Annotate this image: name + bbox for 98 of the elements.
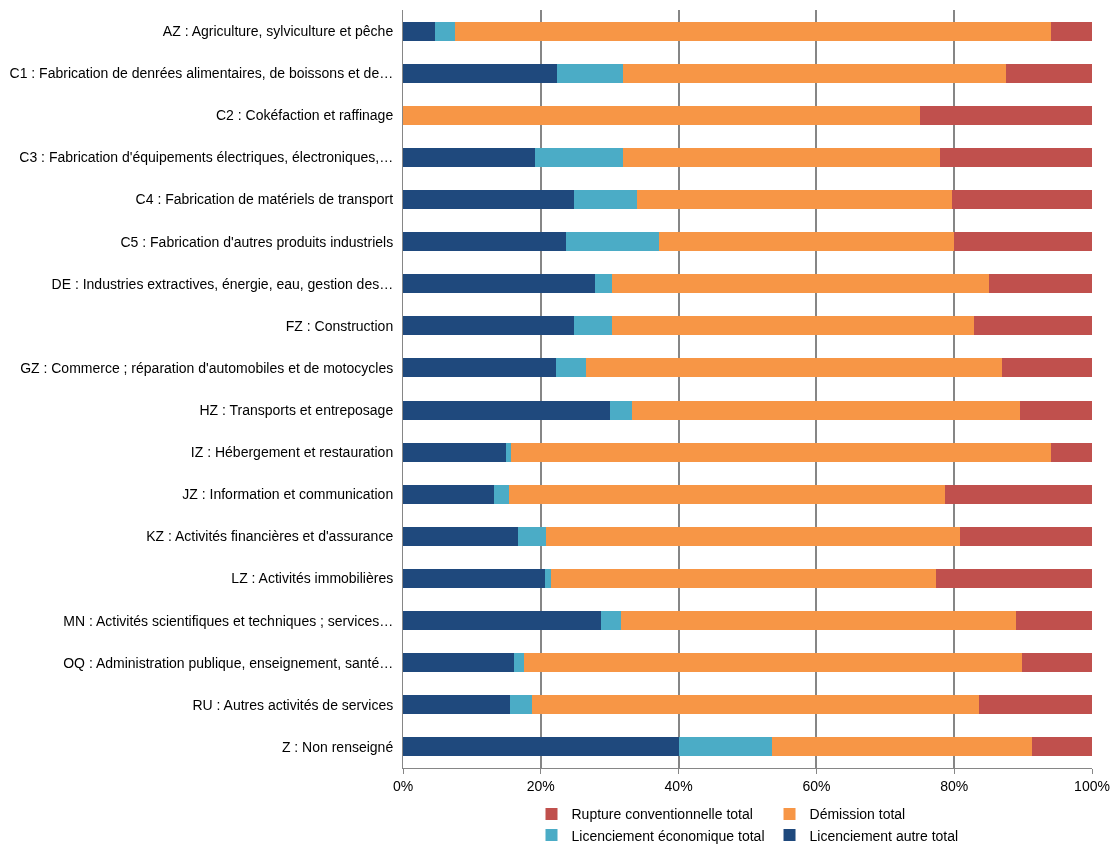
bar (600, 611, 621, 631)
bar (623, 63, 1006, 83)
bar (988, 274, 1092, 294)
bar (1051, 21, 1092, 41)
bar (534, 147, 624, 167)
y-tick-label: IZ : Hébergement et restauration (190, 444, 394, 461)
y-tick-label: C3 : Fabrication d'équipements électriques, électroniques,… (19, 149, 394, 166)
y-tick-label: C1 : Fabrication de denrées alimentaires, de boissons et de… (9, 65, 394, 82)
y-tick-label: FZ : Construction (285, 317, 394, 334)
bar (1001, 358, 1092, 378)
bar (531, 695, 979, 715)
bar (509, 484, 945, 504)
bar (546, 526, 960, 546)
bar (1016, 611, 1092, 631)
bar (403, 400, 611, 420)
legend-label: Licenciement économique total (571, 827, 765, 844)
bar (403, 526, 519, 546)
bar (403, 737, 679, 757)
bar (403, 611, 601, 631)
x-tick-label: 100% (1074, 777, 1110, 794)
bar (632, 400, 1020, 420)
bar (979, 695, 1092, 715)
bar (403, 358, 556, 378)
bar (952, 190, 1092, 209)
bar (403, 316, 574, 336)
bar (610, 400, 633, 420)
y-tick-label: DE : Industries extractives, énergie, eau, gestion des… (51, 275, 394, 292)
bar (611, 316, 975, 336)
bar (403, 695, 511, 715)
bar (954, 232, 1092, 252)
bar (555, 358, 587, 378)
bar (403, 63, 557, 83)
legend-label: Rupture conventionnelle total (571, 806, 753, 823)
bar (659, 232, 955, 252)
bar (920, 105, 1092, 125)
bar (586, 358, 1002, 378)
bar (511, 442, 1051, 462)
bar (551, 569, 936, 588)
x-tick-label: 20% (526, 777, 555, 794)
bar (595, 274, 612, 294)
bar (403, 569, 545, 588)
y-tick-label: KZ : Activités financières et d'assurance (146, 528, 394, 545)
bar (403, 21, 435, 41)
bar (678, 737, 773, 757)
y-tick-label: MN : Activités scientifiques et techniques ; services… (63, 612, 394, 629)
bar (566, 232, 660, 252)
bar (544, 569, 552, 588)
y-tick-label: C4 : Fabrication de matériels de transport (135, 191, 394, 208)
bar (513, 653, 525, 673)
bar (403, 147, 535, 167)
bar (403, 274, 596, 294)
bar (940, 147, 1092, 167)
legend-label: Licenciement autre total (809, 827, 959, 844)
bar (403, 105, 921, 125)
bar (611, 274, 989, 294)
bar (493, 484, 510, 504)
y-tick-label: RU : Autres activités de services (192, 696, 394, 713)
y-tick-label: Z : Non renseigné (281, 738, 394, 755)
y-tick-label: C2 : Cokéfaction et raffinage (216, 107, 394, 124)
bar (518, 526, 547, 546)
x-tick-label: 0% (392, 777, 414, 794)
bar (403, 190, 574, 209)
bar (959, 526, 1092, 546)
bar (1005, 63, 1092, 83)
x-tick-label: 40% (664, 777, 693, 794)
bar (1022, 653, 1092, 673)
bar (935, 569, 1092, 588)
y-tick-label: GZ : Commerce ; réparation d'automobiles et de motocycles (20, 359, 394, 376)
y-tick-label: LZ : Activités immobilières (231, 570, 394, 587)
y-tick-label: AZ : Agriculture, sylviculture et pêche (162, 22, 394, 39)
bar (506, 442, 512, 462)
y-tick-label: C5 : Fabrication d'autres produits industriels (120, 233, 394, 250)
bar (620, 611, 1017, 631)
bar (455, 21, 1052, 41)
bar (403, 442, 507, 462)
legend-label: Démission total (809, 806, 906, 823)
x-tick-label: 60% (802, 777, 831, 794)
bar (974, 316, 1092, 336)
y-tick-label: JZ : Information et communication (182, 486, 394, 503)
bar (1032, 737, 1092, 757)
y-tick-label: HZ : Transports et entreposage (199, 401, 394, 418)
bar (1050, 442, 1092, 462)
bar (524, 653, 1023, 673)
bar (1019, 400, 1092, 420)
bar (510, 695, 532, 715)
bar (434, 21, 456, 41)
y-tick-label: OQ : Administration publique, enseignement, santé… (63, 654, 394, 671)
bar (573, 190, 637, 209)
bar (403, 232, 567, 252)
bar (623, 147, 941, 167)
bar (556, 63, 624, 83)
bar (403, 484, 494, 504)
bar (944, 484, 1092, 504)
bar (573, 316, 612, 336)
bar (403, 653, 514, 673)
bar (772, 737, 1033, 757)
x-tick-label: 80% (940, 777, 969, 794)
bar (636, 190, 953, 209)
